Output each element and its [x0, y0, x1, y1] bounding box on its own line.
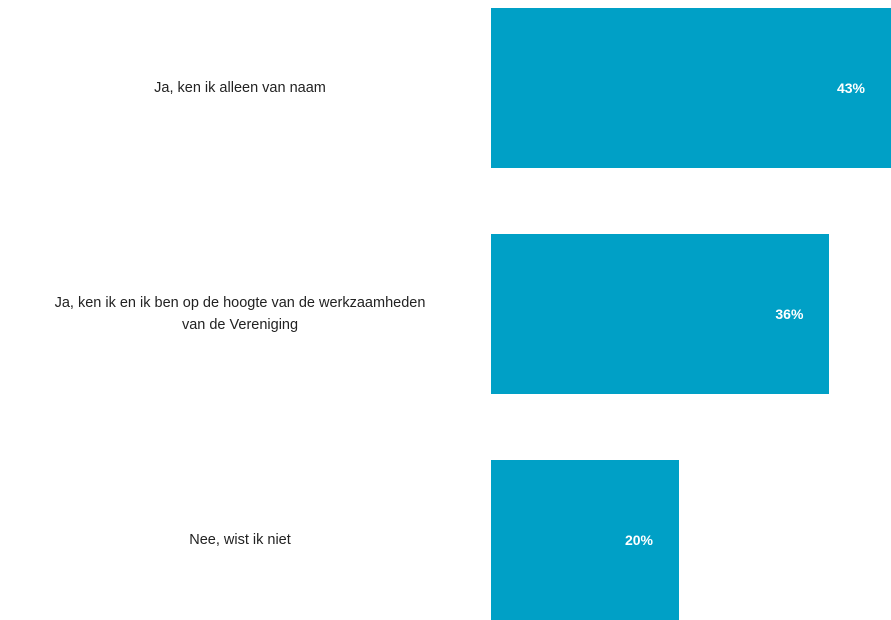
category-label: Nee, wist ik niet — [189, 532, 291, 548]
category-label: Ja, ken ik alleen van naam — [154, 80, 326, 96]
bar — [491, 8, 891, 168]
bar-value-label: 36% — [775, 306, 804, 322]
bar-value-label: 43% — [836, 80, 866, 96]
bar — [491, 460, 679, 620]
bar — [491, 234, 830, 394]
bar-value-label: 20% — [624, 532, 654, 548]
category-label: Ja, ken ik en ik ben op de hoogte van de… — [54, 295, 426, 333]
